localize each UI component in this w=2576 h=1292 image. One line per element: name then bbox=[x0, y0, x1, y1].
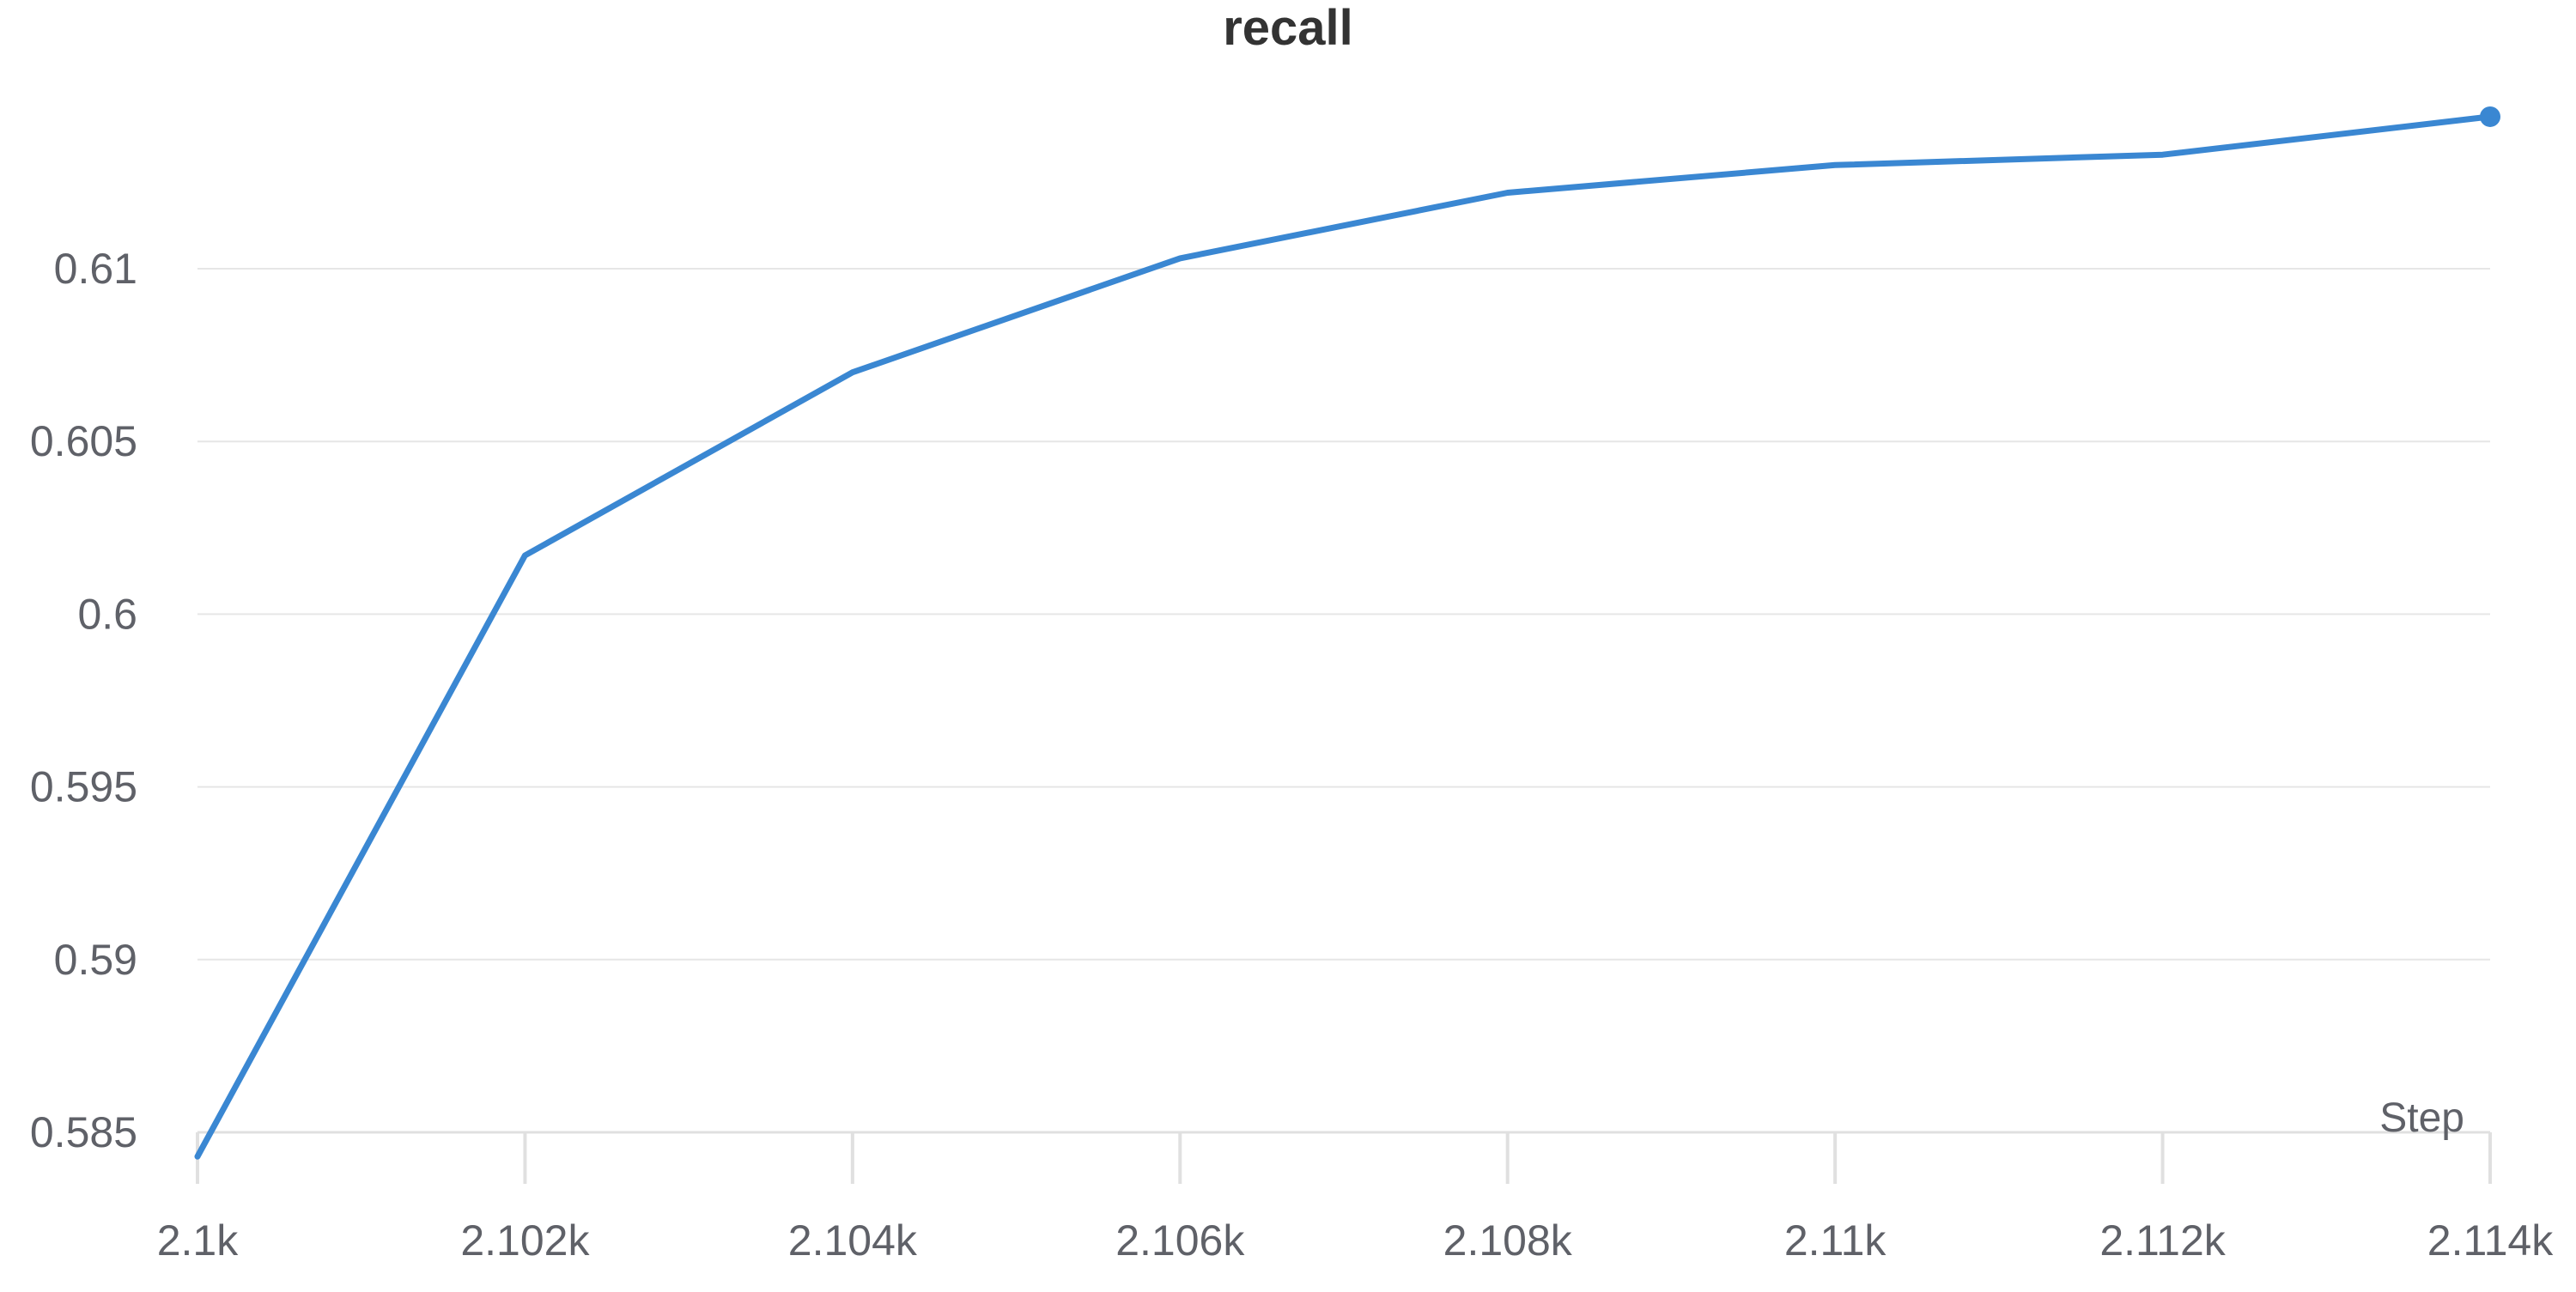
x-axis-label: Step bbox=[2379, 1095, 2464, 1141]
x-axis bbox=[196, 1132, 2492, 1184]
x-axis-tick-labels: 2.1k 2.102k 2.104k 2.106k 2.108k 2.11k 2.112k 2… bbox=[157, 1216, 2554, 1265]
y-tick-label: 0.61 bbox=[54, 245, 137, 293]
series-line bbox=[194, 113, 2494, 1160]
x-tick-label: 2.114k bbox=[2427, 1216, 2554, 1265]
series-layer bbox=[194, 106, 2500, 1160]
y-axis-tick-labels: 0.585 0.59 0.595 0.6 0.605 0.61 bbox=[30, 245, 137, 1156]
x-tick-label: 2.102k bbox=[460, 1216, 590, 1265]
chart-title: recall bbox=[1223, 0, 1353, 56]
x-tick-label: 2.104k bbox=[788, 1216, 918, 1265]
last-point-marker bbox=[2480, 106, 2500, 127]
y-tick-label: 0.59 bbox=[54, 936, 137, 984]
y-tick-label: 0.595 bbox=[30, 763, 137, 811]
y-tick-label: 0.605 bbox=[30, 417, 137, 465]
y-tick-label: 0.6 bbox=[77, 590, 137, 638]
x-tick-label: 2.11k bbox=[1784, 1216, 1887, 1265]
x-tick-label: 2.108k bbox=[1443, 1216, 1573, 1265]
x-tick-label: 2.112k bbox=[2099, 1216, 2226, 1265]
grid-lines bbox=[197, 268, 2490, 1134]
x-tick-label: 2.106k bbox=[1115, 1216, 1245, 1265]
y-tick-label: 0.585 bbox=[30, 1108, 137, 1156]
x-tick-label: 2.1k bbox=[157, 1216, 240, 1265]
